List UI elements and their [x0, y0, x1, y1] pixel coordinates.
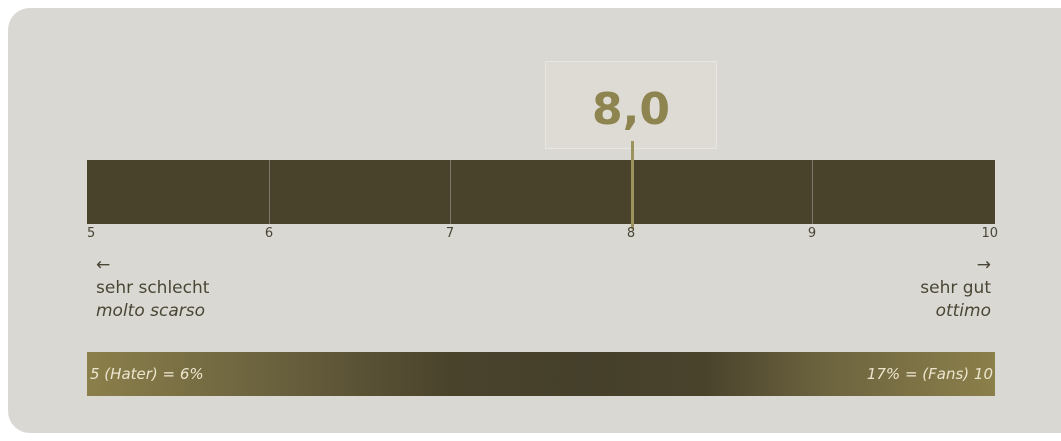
scale-tick-8: 8	[626, 226, 636, 241]
low-end-label-de: sehr schlecht	[96, 278, 210, 298]
low-end-label: ← sehr schlecht molto scarso	[96, 254, 209, 323]
scale-gridline	[812, 160, 813, 224]
score-box	[545, 61, 717, 149]
high-end-label-de: sehr gut	[920, 278, 991, 298]
scale-tick-10: 10	[981, 226, 998, 241]
right-arrow-icon: →	[976, 255, 991, 275]
high-end-label-it: ottimo	[935, 301, 991, 321]
hater-share: 5 (Hater) = 6%	[90, 365, 204, 383]
scale-tick-5: 5	[87, 226, 96, 241]
score-marker	[630, 141, 634, 229]
rating-scale-bar	[87, 160, 995, 224]
scale-tick-9: 9	[807, 226, 817, 241]
fans-share: 17% = (Fans) 10	[866, 365, 993, 383]
low-end-label-it: molto scarso	[96, 301, 206, 321]
left-arrow-icon: ←	[96, 255, 111, 275]
scale-tick-6: 6	[264, 226, 274, 241]
high-end-label: → sehr gut ottimo	[920, 254, 991, 323]
scale-gridline	[269, 160, 270, 224]
distribution-bar	[87, 352, 995, 396]
score-value: 8,0	[592, 84, 670, 135]
scale-tick-7: 7	[445, 226, 455, 241]
scale-gridline	[450, 160, 451, 224]
